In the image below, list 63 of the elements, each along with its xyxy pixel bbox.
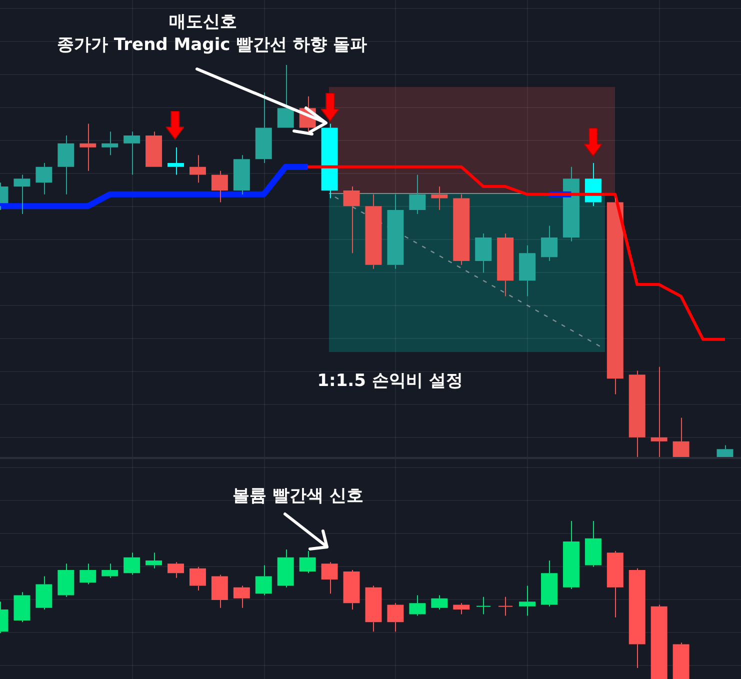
candlestick xyxy=(497,233,514,297)
candlestick xyxy=(14,174,30,214)
candlestick xyxy=(36,162,52,195)
candlestick xyxy=(409,174,426,214)
candlestick xyxy=(255,564,272,596)
candlestick xyxy=(365,585,382,632)
candlestick xyxy=(431,186,448,211)
candlestick xyxy=(80,123,96,172)
candlestick xyxy=(124,552,140,576)
candlestick xyxy=(277,548,294,588)
candlestick xyxy=(343,186,360,254)
candlestick xyxy=(431,594,448,610)
candlestick xyxy=(672,642,690,679)
candlestick xyxy=(716,444,734,457)
candlestick xyxy=(541,225,558,262)
candlestick xyxy=(14,592,30,623)
candlestick xyxy=(124,131,140,176)
candlestick xyxy=(584,521,602,568)
candlestick xyxy=(189,566,206,592)
text: 종가가 Trend Magic 빨간선 하향 돌파 xyxy=(57,35,367,55)
candlestick xyxy=(168,562,184,578)
candlestick xyxy=(650,604,668,679)
candlestick xyxy=(211,170,228,203)
candlestick xyxy=(321,123,338,199)
text: 볼륨 빨간색 신호 xyxy=(232,486,364,506)
candlestick xyxy=(189,154,206,184)
candlestick xyxy=(233,154,250,195)
candlestick xyxy=(102,131,118,156)
candlestick xyxy=(58,135,74,195)
candlestick xyxy=(453,602,470,615)
candlestick xyxy=(387,194,404,270)
candlestick xyxy=(541,560,558,607)
candlestick xyxy=(606,198,624,395)
candlestick xyxy=(650,366,668,457)
candlestick xyxy=(299,550,316,574)
candlestick xyxy=(321,562,338,594)
candlestick xyxy=(475,233,492,274)
candlestick xyxy=(211,574,228,608)
candlestick xyxy=(343,569,360,610)
candlestick xyxy=(562,166,580,242)
candlestick xyxy=(519,585,536,616)
candlestick xyxy=(672,417,690,457)
candlestick xyxy=(36,576,52,610)
candlestick xyxy=(628,370,646,457)
candlestick xyxy=(606,550,624,618)
candlestick xyxy=(453,194,470,266)
candlestick xyxy=(233,585,250,608)
candlestick xyxy=(409,594,426,616)
candlestick xyxy=(58,563,74,598)
candlestick xyxy=(277,65,294,128)
text: 매도신호 xyxy=(169,12,237,32)
candlestick xyxy=(628,568,646,668)
candlestick xyxy=(255,92,272,164)
candlestick xyxy=(365,194,382,270)
annotation: 1:1.5 손익비 설정 xyxy=(317,371,463,391)
candlestick xyxy=(146,552,162,569)
candlestick xyxy=(146,131,162,167)
candlestick xyxy=(80,563,96,585)
candlestick xyxy=(519,244,536,297)
candlestick xyxy=(168,146,184,176)
candlestick xyxy=(387,602,404,632)
candlestick xyxy=(562,521,580,590)
candlestick xyxy=(102,563,118,578)
